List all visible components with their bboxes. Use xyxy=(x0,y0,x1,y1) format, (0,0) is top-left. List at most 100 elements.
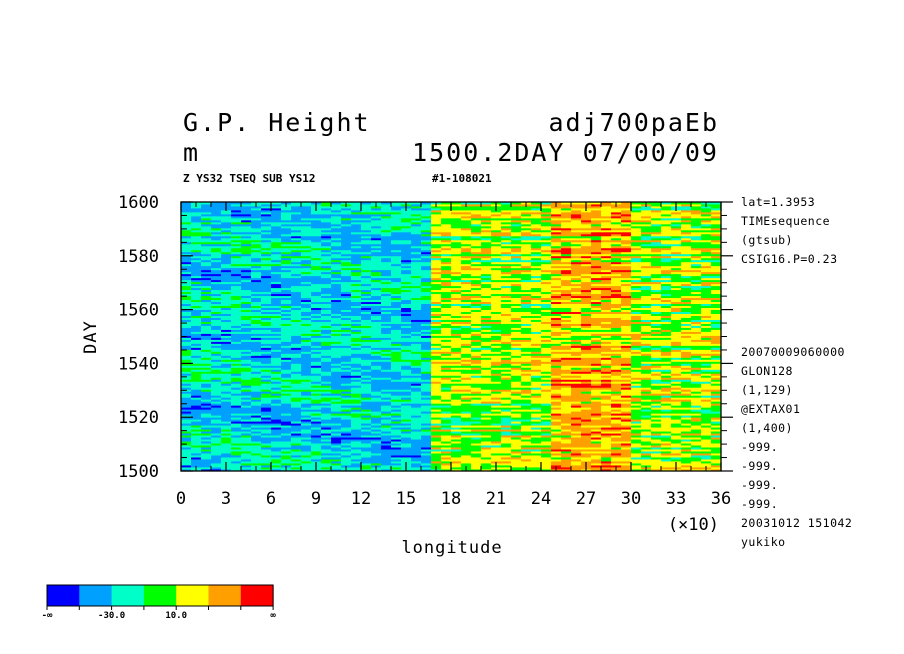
heatmap-cell xyxy=(371,331,382,334)
heatmap-cell xyxy=(411,291,422,295)
heatmap-cell xyxy=(501,373,512,376)
heatmap-cell xyxy=(371,363,382,366)
heatmap-cell xyxy=(611,445,622,448)
heatmap-cell xyxy=(431,363,442,366)
heatmap-cell xyxy=(491,409,502,412)
heatmap-cell xyxy=(391,403,402,406)
heatmap-cell xyxy=(411,345,422,348)
heatmap-cell xyxy=(221,359,232,362)
heatmap-cell xyxy=(641,385,652,388)
heatmap-cell xyxy=(601,395,612,398)
heatmap-cell xyxy=(251,359,262,362)
heatmap-cell xyxy=(241,331,252,334)
heatmap-cell xyxy=(421,443,432,446)
heatmap-cell xyxy=(461,423,472,426)
heatmap-cell xyxy=(321,465,332,468)
heatmap-cell xyxy=(501,411,512,414)
heatmap-cell xyxy=(451,381,462,384)
heatmap-cell xyxy=(561,383,572,386)
heatmap-cell xyxy=(351,411,362,414)
heatmap-cell xyxy=(501,431,512,434)
heatmap-cell xyxy=(481,467,492,470)
heatmap-cell xyxy=(351,403,362,406)
heatmap-cell xyxy=(701,399,712,402)
heatmap-cell xyxy=(661,431,672,434)
heatmap-cell xyxy=(221,285,232,289)
heatmap-cell xyxy=(481,315,492,318)
heatmap-cell xyxy=(421,361,432,364)
heatmap-cell xyxy=(311,313,322,316)
heatmap-cell xyxy=(311,459,322,462)
heatmap-cell xyxy=(581,357,592,360)
heatmap-cell xyxy=(591,337,602,340)
heatmap-cell xyxy=(431,411,442,414)
heatmap-cell xyxy=(611,345,622,348)
heatmap-cell xyxy=(241,373,252,376)
heatmap-cell xyxy=(621,455,632,458)
heatmap-cell xyxy=(631,455,642,458)
heatmap-cell xyxy=(261,393,272,396)
heatmap-cell xyxy=(611,295,622,299)
heatmap-cell xyxy=(401,417,412,420)
heatmap-cell xyxy=(571,391,582,394)
heatmap-cell xyxy=(691,421,702,424)
heatmap-cell xyxy=(311,305,322,308)
heatmap-cell xyxy=(361,429,372,432)
heatmap-cell xyxy=(561,425,572,428)
heatmap-cell xyxy=(431,287,442,291)
heatmap-cell xyxy=(481,333,492,336)
heatmap-cell xyxy=(291,439,302,442)
heatmap-cell xyxy=(421,303,432,307)
heatmap-cell xyxy=(471,373,482,376)
heatmap-cell xyxy=(491,287,502,291)
heatmap-cell xyxy=(641,325,652,328)
heatmap-cell xyxy=(511,455,522,458)
heatmap-cell xyxy=(681,467,692,470)
heatmap-cell xyxy=(631,387,642,390)
heatmap-cell xyxy=(711,459,721,462)
heatmap-cell xyxy=(541,415,552,418)
heatmap-cell xyxy=(581,303,592,307)
heatmap-cell xyxy=(231,293,242,297)
heatmap-cell xyxy=(341,441,352,444)
heatmap-cell xyxy=(681,419,692,422)
heatmap-cell xyxy=(561,355,572,358)
heatmap-cell xyxy=(391,343,402,346)
heatmap-cell xyxy=(521,401,532,404)
heatmap-cell xyxy=(711,395,721,398)
heatmap-cell xyxy=(201,299,212,303)
heatmap-cell xyxy=(431,395,442,398)
heatmap-cell xyxy=(431,321,442,324)
heatmap-cell xyxy=(331,435,342,438)
heatmap-cell xyxy=(691,413,702,416)
heatmap-cell xyxy=(351,351,362,354)
heatmap-cell xyxy=(491,357,502,360)
heatmap-cell xyxy=(591,397,602,400)
heatmap-cell xyxy=(601,331,612,334)
heatmap-cell xyxy=(211,375,222,378)
heatmap-cell xyxy=(491,295,502,299)
heatmap-cell xyxy=(331,293,342,297)
heatmap-cell xyxy=(241,347,252,350)
heatmap-cell xyxy=(631,449,642,452)
heatmap-cell xyxy=(181,365,192,368)
heatmap-cell xyxy=(641,401,652,404)
heatmap-cell xyxy=(331,439,342,442)
heatmap-cell xyxy=(261,383,272,386)
heatmap-cell xyxy=(291,443,302,446)
heatmap-cell xyxy=(611,313,622,316)
heatmap-cell xyxy=(301,379,312,382)
heatmap-cell xyxy=(561,321,572,324)
heatmap-cell xyxy=(481,455,492,458)
heatmap-cell xyxy=(431,447,442,450)
heatmap-cell xyxy=(341,323,352,326)
heatmap-cell xyxy=(281,307,292,310)
heatmap-cell xyxy=(551,449,562,452)
heatmap-cell xyxy=(651,455,662,458)
heatmap-cell xyxy=(191,289,202,293)
heatmap-cell xyxy=(631,443,642,446)
heatmap-cell xyxy=(711,379,721,382)
heatmap-cell xyxy=(581,387,592,390)
heatmap-cell xyxy=(501,349,512,352)
heatmap-cell xyxy=(291,325,302,328)
